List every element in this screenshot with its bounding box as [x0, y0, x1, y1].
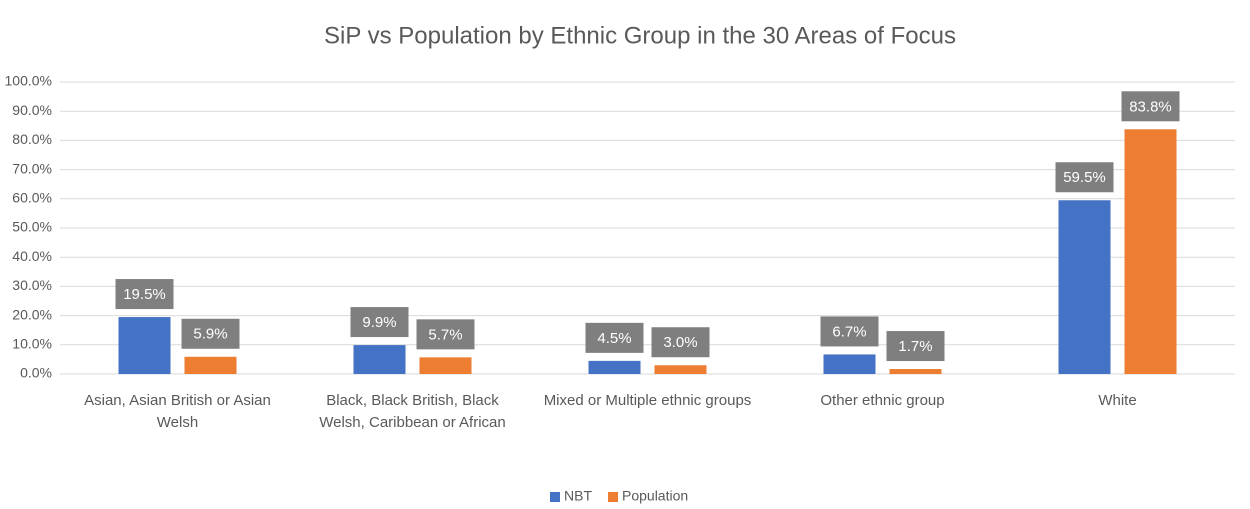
bar [1058, 200, 1111, 374]
data-label-box [115, 279, 174, 310]
data-label: 19.5% [123, 286, 166, 303]
legend-swatch [550, 492, 560, 502]
data-label: 59.5% [1063, 169, 1106, 186]
data-label-box [350, 307, 409, 338]
bar [823, 354, 876, 374]
x-tick-label: Asian, Asian British or Asian Welsh [84, 392, 271, 431]
data-label: 6.7% [832, 323, 866, 340]
data-label: 4.5% [597, 330, 631, 347]
data-label: 83.8% [1129, 98, 1172, 115]
legend-label: NBT [564, 488, 592, 504]
legend-label: Population [622, 488, 688, 504]
data-label: 9.9% [362, 314, 396, 331]
data-label: 5.7% [428, 326, 462, 343]
y-tick-label: 0.0% [20, 365, 52, 381]
y-tick-label: 90.0% [12, 102, 52, 118]
data-label: 1.7% [898, 338, 932, 355]
data-label-box [886, 331, 945, 362]
bar [588, 360, 641, 374]
data-label-box [181, 318, 240, 349]
bar [654, 365, 707, 374]
data-label-box [416, 319, 475, 350]
y-tick-label: 50.0% [12, 219, 52, 235]
data-label: 3.0% [663, 334, 697, 351]
y-tick-label: 60.0% [12, 190, 52, 206]
data-label-box [820, 316, 879, 347]
y-tick-label: 10.0% [12, 336, 52, 352]
y-tick-label: 30.0% [12, 277, 52, 293]
legend-swatch [608, 492, 618, 502]
bar [1124, 129, 1177, 374]
y-tick-label: 40.0% [12, 248, 52, 264]
data-label: 5.9% [193, 326, 227, 343]
y-tick-label: 80.0% [12, 131, 52, 147]
bar [353, 345, 406, 374]
bar [419, 357, 472, 374]
data-label-box [1055, 162, 1114, 193]
data-label-box [1121, 91, 1180, 122]
x-tick-label: Mixed or Multiple ethnic groups [543, 392, 752, 409]
data-label-box [651, 327, 710, 358]
x-tick-label: Other ethnic group [820, 392, 945, 409]
bar [889, 369, 942, 374]
bar [118, 317, 171, 374]
data-label-box [585, 322, 644, 353]
y-tick-label: 20.0% [12, 306, 52, 322]
chart-title: SiP vs Population by Ethnic Group in the… [324, 22, 956, 49]
y-tick-label: 70.0% [12, 160, 52, 176]
bar [184, 356, 237, 374]
x-tick-label: White [1098, 392, 1137, 409]
y-tick-label: 100.0% [5, 73, 52, 89]
x-tick-label: Black, Black British, Black Welsh, Carib… [319, 392, 506, 431]
